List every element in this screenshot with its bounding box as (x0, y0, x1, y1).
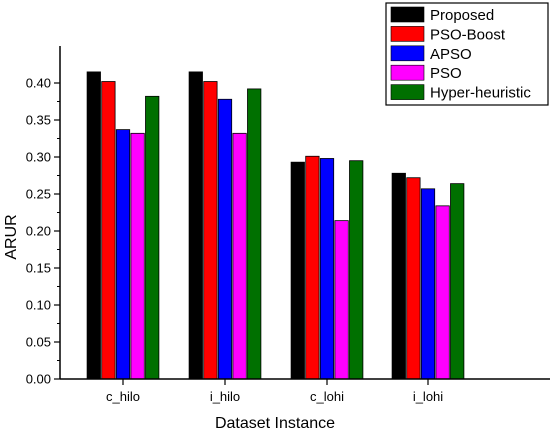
y-tick-label: 0.40 (26, 76, 51, 91)
bar-proposed-c-lohi (290, 161, 305, 380)
bar-proposed-c-hilo (86, 71, 101, 380)
y-tick-label: 0.35 (26, 113, 51, 128)
bar-proposed-i-lohi (391, 172, 406, 380)
legend-swatch (390, 6, 425, 23)
bar-pso-i-lohi (435, 205, 450, 380)
bar-pso-boost-c-hilo (101, 81, 116, 380)
y-tick-label: 0.25 (26, 187, 51, 202)
bar-hyper-heuristic-c-hilo (145, 95, 160, 380)
bar-hyper-heuristic-i-hilo (247, 88, 262, 380)
legend-label: PSO (430, 65, 462, 82)
y-axis-title: ARUR (3, 214, 20, 259)
y-tick-label: 0.30 (26, 150, 51, 165)
bar-apso-i-lohi (420, 188, 436, 380)
bar-pso-boost-i-lohi (406, 177, 421, 380)
bar-pso-i-hilo (232, 132, 247, 380)
bar-pso-boost-c-lohi (305, 155, 320, 380)
legend: Proposed PSO-Boost APSO PSO Hyper-heuristic (385, 2, 549, 106)
y-tick-label: 0.15 (26, 261, 51, 276)
bars-group (86, 71, 465, 380)
y-axis: 0.00 0.05 0.10 0.15 0.20 0.25 0.30 0.35 0.40 (26, 76, 60, 387)
legend-swatch (390, 84, 425, 100)
legend-label: PSO-Boost (430, 26, 506, 43)
legend-label: APSO (430, 46, 472, 63)
y-tick-label: 0.00 (26, 372, 51, 387)
legend-swatch (390, 45, 425, 62)
bar-pso-boost-i-hilo (203, 81, 218, 380)
x-tick-label: i_hilo (210, 389, 240, 404)
legend-swatch (390, 26, 425, 42)
bar-proposed-i-hilo (188, 71, 203, 380)
bar-pso-c-hilo (130, 132, 145, 380)
x-tick-label: i_lohi (413, 389, 443, 404)
legend-label: Proposed (430, 7, 494, 24)
bar-apso-i-hilo (217, 98, 233, 380)
legend-label: Hyper-heuristic (430, 85, 531, 102)
y-tick-label: 0.20 (26, 224, 51, 239)
bar-hyper-heuristic-i-lohi (450, 183, 465, 380)
y-tick-label: 0.05 (26, 335, 51, 350)
x-tick-label: c_hilo (106, 389, 140, 404)
bar-pso-c-lohi (334, 220, 349, 380)
bar-apso-c-lohi (319, 158, 335, 380)
bar-apso-c-hilo (115, 129, 131, 380)
legend-swatch (390, 64, 425, 81)
bar-hyper-heuristic-c-lohi (349, 160, 364, 380)
x-tick-label: c_lohi (310, 389, 344, 404)
x-axis: c_hilo i_hilo c_lohi i_lohi (106, 379, 443, 404)
y-tick-label: 0.10 (26, 298, 51, 313)
x-axis-title: Dataset Instance (215, 415, 335, 431)
